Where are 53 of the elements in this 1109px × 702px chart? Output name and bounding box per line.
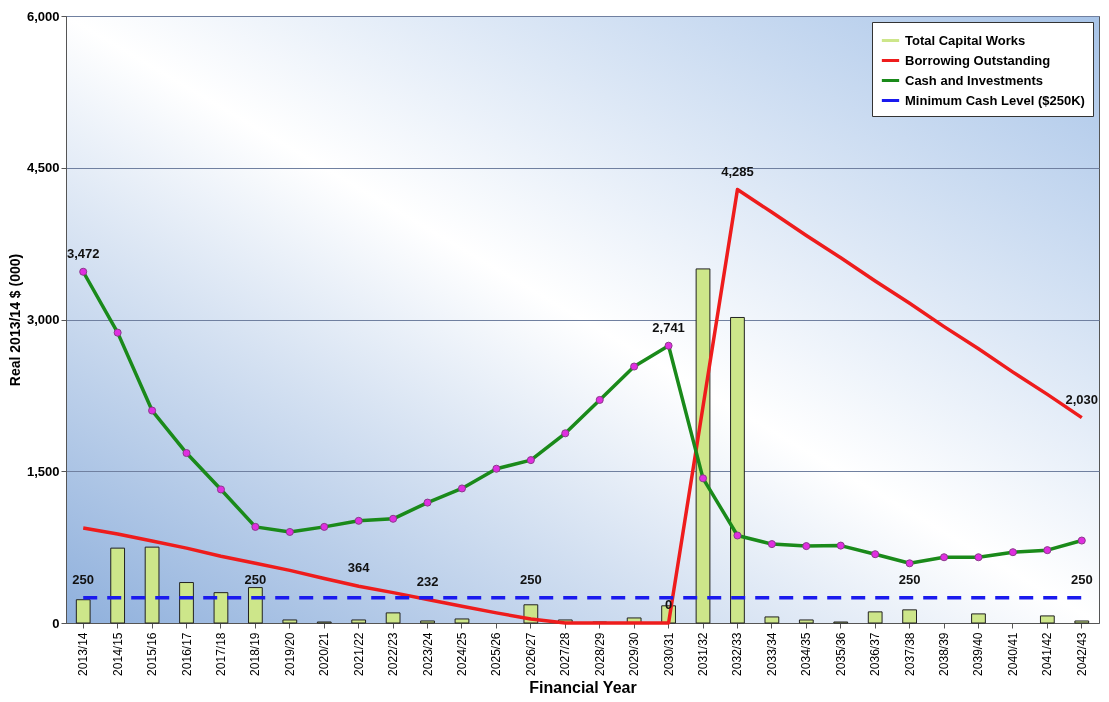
data-label: 232 — [416, 573, 439, 589]
x-tick-label: 2017/18 — [213, 632, 228, 676]
legend-label: Total Capital Works — [905, 32, 1026, 48]
x-tick-label: 2027/28 — [558, 632, 573, 676]
y-tick-label: 3,000 — [26, 312, 60, 327]
x-tick-label: 2036/37 — [868, 632, 883, 676]
x-tick-label: 2024/25 — [454, 632, 469, 676]
x-tick-label: 2023/24 — [420, 632, 435, 676]
legend-label: Minimum Cash Level ($250K) — [905, 92, 1085, 108]
y-tick-label: 4,500 — [26, 160, 60, 176]
x-tick-label: 2034/35 — [799, 632, 814, 676]
x-tick-label: 2020/21 — [317, 632, 332, 676]
x-tick-label: 2039/40 — [971, 632, 986, 676]
x-tick-label: 2042/43 — [1074, 632, 1089, 676]
x-axis-title: Financial Year — [529, 678, 637, 696]
x-tick-label: 2021/22 — [351, 632, 366, 676]
x-tick-label: 2016/17 — [179, 632, 194, 676]
data-label: 250 — [520, 571, 542, 587]
y-tick-label: 0 — [52, 615, 60, 631]
x-tick-label: 2013/14 — [76, 632, 91, 676]
y-tick-label: 1,500 — [26, 463, 60, 479]
data-label: 250 — [898, 571, 921, 587]
x-tick-label: 2025/26 — [489, 632, 504, 676]
x-tick-label: 2033/34 — [764, 632, 779, 676]
legend-label: Borrowing Outstanding — [905, 52, 1051, 68]
data-label: 250 — [72, 571, 95, 587]
data-label: 3,472 — [66, 245, 100, 261]
x-tick-label: 2022/23 — [386, 632, 401, 676]
x-tick-label: 2032/33 — [730, 632, 745, 676]
x-tick-label: 2028/29 — [592, 632, 607, 676]
data-label: 364 — [347, 560, 371, 576]
data-label: 0 — [664, 597, 673, 612]
x-tick-label: 2040/41 — [1005, 632, 1020, 676]
x-tick-label: 2019/20 — [282, 632, 297, 676]
data-label: 250 — [1070, 571, 1093, 587]
x-tick-label: 2041/42 — [1040, 632, 1055, 676]
x-tick-label: 2031/32 — [696, 632, 711, 676]
data-label: 2,741 — [652, 319, 685, 335]
data-label: 2,030 — [1065, 391, 1099, 407]
x-tick-label: 2029/30 — [627, 632, 642, 676]
x-tick-label: 2037/38 — [902, 632, 917, 676]
x-tick-label: 2026/27 — [523, 632, 538, 676]
x-tick-label: 2038/39 — [937, 632, 952, 676]
x-tick-label: 2030/31 — [661, 632, 676, 676]
x-tick-label: 2015/16 — [145, 632, 160, 676]
x-tick-label: 2014/15 — [110, 632, 125, 676]
y-axis-title: Real 2013/14 $ (000) — [6, 253, 23, 387]
data-label: 250 — [244, 571, 267, 587]
x-tick-label: 2018/19 — [248, 632, 263, 676]
data-label: 4,285 — [721, 163, 754, 179]
x-tick-label: 2035/36 — [833, 632, 848, 676]
y-tick-label: 6,000 — [26, 8, 60, 24]
legend-label: Cash and Investments — [905, 72, 1043, 88]
